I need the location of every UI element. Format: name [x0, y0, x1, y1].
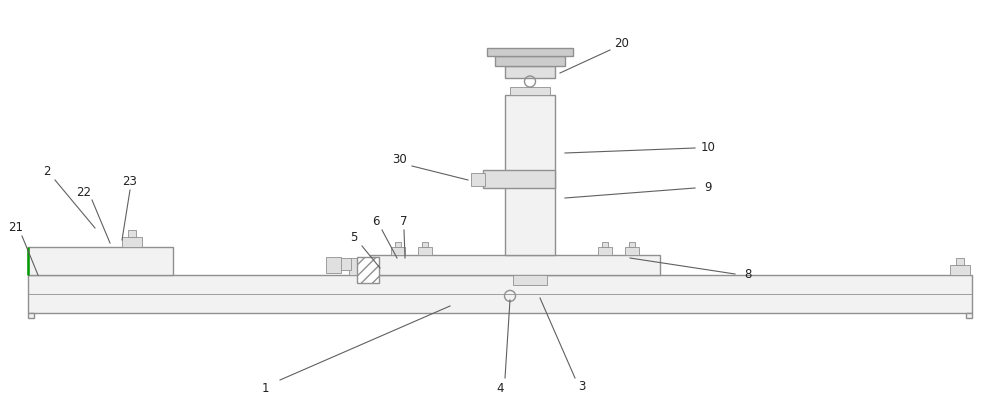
Bar: [505, 95, 555, 255]
Text: 22: 22: [76, 186, 92, 199]
Bar: [602, 242, 608, 247]
Text: 20: 20: [615, 38, 629, 51]
Text: 21: 21: [8, 222, 24, 234]
Bar: [326, 257, 341, 273]
Bar: [956, 258, 964, 265]
Bar: [28, 247, 173, 275]
Bar: [28, 313, 34, 318]
Text: 6: 6: [372, 216, 380, 229]
Bar: [422, 242, 428, 247]
Text: 9: 9: [704, 181, 712, 194]
Bar: [966, 313, 972, 318]
Bar: [505, 66, 555, 78]
Text: 8: 8: [744, 268, 752, 280]
Bar: [395, 242, 401, 247]
Bar: [513, 275, 547, 285]
Bar: [629, 242, 635, 247]
Bar: [950, 265, 970, 275]
Text: 2: 2: [43, 166, 51, 178]
Text: 7: 7: [400, 216, 408, 229]
Bar: [357, 257, 379, 283]
Bar: [349, 258, 371, 275]
Text: 3: 3: [578, 380, 586, 393]
Bar: [370, 255, 660, 275]
Bar: [128, 230, 136, 237]
Bar: [28, 275, 972, 313]
Bar: [598, 247, 612, 255]
Text: 4: 4: [496, 382, 504, 395]
Bar: [510, 87, 550, 95]
Bar: [483, 170, 555, 188]
Text: 23: 23: [123, 176, 137, 189]
Text: 5: 5: [350, 232, 358, 245]
Text: 30: 30: [393, 153, 407, 166]
Bar: [122, 237, 142, 247]
Bar: [391, 247, 405, 255]
Text: 10: 10: [701, 142, 715, 155]
Bar: [625, 247, 639, 255]
Bar: [418, 247, 432, 255]
Bar: [339, 258, 351, 270]
Bar: [471, 173, 485, 186]
Bar: [495, 56, 565, 66]
Bar: [487, 48, 573, 56]
Text: 1: 1: [261, 382, 269, 395]
